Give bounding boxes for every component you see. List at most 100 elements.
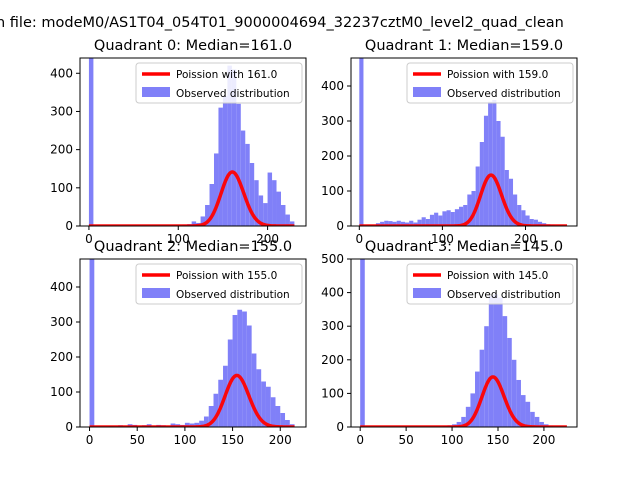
axes-frame [350,57,578,227]
histogram-bar [236,103,241,226]
legend-box [135,62,303,104]
histogram-bar [218,107,223,226]
histogram-bar [237,309,243,427]
y-tick-label: 200 [50,143,73,157]
histogram-bar [483,115,489,226]
y-tick-label: 400 [50,66,73,80]
histogram-bar [251,353,257,427]
histogram-bar [213,393,219,427]
histogram-bar [533,219,538,226]
histogram-bar [396,220,401,226]
histogram-bar [360,259,365,427]
panel-title: Quadrant 0: Median=161.0 [94,38,292,54]
histogram-bar [475,166,480,226]
histogram-bar [380,221,385,226]
histogram-bar [205,205,210,226]
y-tick-label: 0 [65,219,73,233]
histogram-bar [194,422,200,427]
histogram-bar [461,416,466,427]
x-tick-label: 100 [173,433,196,447]
histogram-bar [502,316,508,427]
histogram-bar [446,210,451,226]
histogram-bar [456,421,462,427]
histogram-bar [213,153,219,226]
axes-frame [79,258,307,428]
y-tick-label: 200 [321,149,344,163]
histogram-bar [263,203,268,226]
histogram-bar [463,205,468,226]
x-tick-label: 0 [356,433,364,447]
histogram-bar [459,206,464,226]
legend: Poission with 155.0 Observed distribution [135,263,303,305]
x-tick-label: 150 [221,433,244,447]
histogram-bar [270,397,276,427]
x-tick-label: 100 [441,433,464,447]
histogram-bar [388,221,393,226]
histogram-bar [400,221,406,226]
histogram-bar [222,96,228,226]
histogram-bar [249,163,255,226]
axes-frame [350,258,578,428]
histogram-bar [525,215,530,226]
histogram-bar [513,194,518,226]
histogram-bar [429,214,435,226]
panel-title: Quadrant 2: Median=155.0 [94,239,292,255]
legend-bar-swatch [413,288,441,298]
x-tick-label: 50 [130,433,145,447]
x-tick-label: 0 [85,232,93,246]
histogram-bar [258,195,264,226]
quadrant-3-plot: 0 50 100 150 200 0 100 200 300 400 500 Poission wit… [321,239,578,447]
y-tick-label: 200 [321,353,344,367]
legend-bar-swatch [142,87,170,97]
histogram-bar [530,411,535,427]
quadrant-1-plot: 0 100 200 0 100 200 300 400 Poission with 159.0 O… [321,38,578,246]
histogram-bar [409,220,414,226]
x-tick-label: 200 [514,232,537,246]
x-tick-label: 0 [86,433,94,447]
histogram-bar [465,406,471,427]
y-tick-label: 0 [336,420,344,434]
histogram-bar [276,191,281,226]
y-tick-label: 100 [321,184,344,198]
y-tick-label: 300 [50,104,73,118]
histogram-bar [488,295,494,427]
y-tick-label: 300 [321,114,344,128]
histogram-bar [246,325,252,427]
histogram-bar [520,395,526,427]
histogram-bar [245,143,250,226]
y-tick-label: 0 [65,420,73,434]
histogram-bar [479,142,484,226]
histogram-bar [529,219,534,226]
histogram-bar [467,194,472,226]
histogram-bar [488,101,493,226]
histogram-bar [240,130,246,226]
histogram-bar [475,371,480,427]
histogram-bar [507,337,512,427]
histogram-bar [417,219,422,226]
legend: Poission with 145.0 Observed distribution [406,263,574,305]
x-tick-label: 200 [269,433,292,447]
histogram-bar [492,100,497,226]
histogram-bar [359,58,364,226]
legend-entry-poisson: Poission with 155.0 [176,270,277,282]
histogram-bar [275,406,281,427]
histogram-bar [89,259,95,427]
y-tick-label: 100 [321,386,344,400]
x-tick-label: 200 [256,232,279,246]
histogram-bar [537,221,543,226]
histogram-bar [231,69,237,226]
histogram-bar [280,413,286,427]
histogram-bar [471,191,476,226]
histogram-bar [191,221,197,226]
histogram-bar [500,136,505,226]
x-tick-label: 100 [431,232,454,246]
histogram-bar [289,221,295,226]
histogram-bar [442,211,447,226]
histogram-bar [208,406,214,427]
histogram-bar [493,294,498,427]
histogram-bar [199,420,204,427]
legend-entry-observed: Observed distribution [447,289,561,301]
x-tick-label: 50 [398,433,413,447]
histogram-bar [203,416,209,427]
legend-box [406,62,574,104]
